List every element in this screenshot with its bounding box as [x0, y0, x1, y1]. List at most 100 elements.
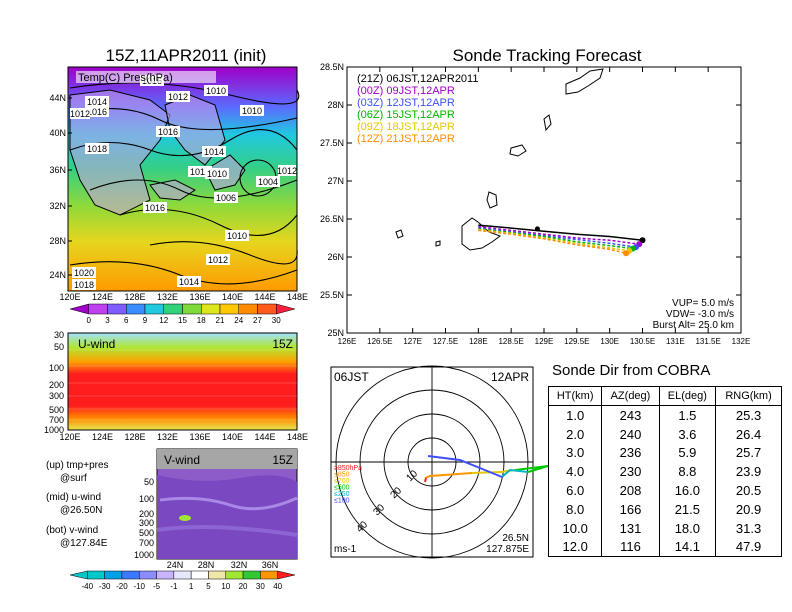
u-wind-lon-axis: 120E 124E 128E 132E 136E 140E 144E 148E	[59, 432, 308, 442]
lon-tick-label: 148E	[287, 432, 308, 442]
table-cell: 230	[601, 462, 660, 482]
lon-tick-label: 140E	[222, 292, 243, 302]
pressure-tick-label: 200	[139, 509, 154, 519]
colorbar-swatch	[277, 570, 296, 580]
pressure-tick-label: 50	[54, 342, 64, 352]
lon-tick-label: 136E	[189, 432, 210, 442]
table-cell: 131	[601, 518, 660, 538]
col-header-rng: RNG(km)	[715, 386, 782, 406]
table-row: 8.0 166 21.5 20.9	[547, 499, 782, 519]
table-cell: 1.0	[547, 405, 603, 425]
colorbar-tick-label: 15	[178, 316, 187, 325]
col-header-az: AZ(deg)	[601, 386, 660, 406]
table-row: 4.0 230 8.8 23.9	[547, 462, 782, 482]
colorbar-swatch	[260, 570, 278, 580]
colorbar-swatch	[219, 303, 239, 315]
note-mid: (mid) u-wind	[46, 492, 101, 503]
colorbar-tick-label: -40	[82, 582, 94, 591]
colorbar-tick-label: 1	[189, 582, 194, 591]
isobar-label: 1012	[208, 255, 228, 265]
legend-entry: (12Z) 21JST,12APR	[357, 133, 455, 145]
colorbar-swatch	[257, 303, 277, 315]
legend-entry: (09Z) 18JST,12APR	[357, 121, 455, 133]
pressure-tick-label: 50	[144, 477, 154, 487]
colorbar-tick-label: 9	[143, 316, 148, 325]
colorbar-tick-label: 0	[87, 316, 92, 325]
table-cell: 243	[601, 405, 660, 425]
lon-tick-label: 131.5E	[695, 337, 720, 346]
table-cell: 23.9	[715, 462, 782, 482]
lon-tick-label: 148E	[287, 292, 308, 302]
lon-tick-label: 140E	[222, 432, 243, 442]
lat-tick-label: 28.5N	[320, 62, 344, 72]
table-cell: 20.9	[715, 499, 782, 519]
colorbar-swatch	[121, 570, 140, 580]
pressure-tick-label: 1000	[134, 550, 154, 560]
colorbar-swatch	[88, 303, 108, 315]
table-cell: 208	[601, 481, 660, 500]
v-wind-time: 15Z	[272, 453, 293, 467]
lon-tick-label: 131E	[666, 337, 685, 346]
colorbar-swatch	[276, 303, 296, 315]
temp-map-lat-axis: 44N 40N 36N 32N 28N 24N	[49, 93, 72, 280]
table-cell: 4.0	[547, 462, 603, 482]
table-row: 6.0 208 16.0 20.5	[547, 481, 782, 500]
v-wind-label: V-wind	[164, 453, 200, 467]
colorbar-swatch	[173, 570, 192, 580]
colorbar-tick-label: 24	[234, 316, 243, 325]
pressure-tick-label: 500	[139, 528, 154, 538]
lat-tick-label: 40N	[49, 128, 66, 138]
table-cell: 6.0	[547, 481, 603, 500]
colorbar-tick-label: -20	[116, 582, 128, 591]
isobar-label: 1010	[242, 106, 262, 116]
isobar-label: 1020	[74, 268, 94, 278]
polar-unit: ms-1	[334, 544, 357, 555]
note-bot: (bot) v-wind	[46, 525, 98, 536]
colorbar-tick-label: 30	[272, 316, 281, 325]
colorbar-swatch	[87, 570, 105, 580]
lat-tick-label: 28N	[49, 236, 66, 246]
track-line	[478, 227, 637, 248]
colorbar-tick-label: -1	[170, 582, 178, 591]
left-title: 15Z,11APR2011 (init)	[106, 46, 267, 65]
temp-colorbar: 0 3 6 9 12 15 18 21 24 27 30	[69, 303, 296, 325]
colorbar-swatch	[208, 570, 227, 580]
lon-tick-label: 124E	[92, 432, 113, 442]
isobar-label: 1012	[168, 92, 188, 102]
table-row: 10.0 131 18.0 31.3	[547, 518, 782, 538]
level-legend-entry: ≤850	[334, 472, 350, 479]
lat-tick-label: 24N	[49, 270, 66, 280]
colorbar-tick-label: -10	[133, 582, 145, 591]
dir-table-title: Sonde Dir from COBRA	[552, 362, 711, 379]
legend-entry: (06Z) 15JST,12APR	[357, 109, 455, 121]
table-cell: 47.9	[715, 537, 782, 558]
colorbar-swatch	[163, 303, 183, 315]
note-bot-level: @127.84E	[60, 538, 108, 549]
isobar-label: 1010	[207, 169, 227, 179]
info-vdw: VDW= -3.0 m/s	[666, 309, 734, 320]
temp-map-label: Temp(C) Pres(hPa)	[78, 72, 173, 84]
table-row: 1.0 243 1.5 25.3	[547, 405, 782, 425]
isobar-label: 1004	[258, 177, 278, 187]
u-wind-time: 15Z	[272, 337, 293, 351]
table-row: 3.0 236 5.9 25.7	[547, 443, 782, 463]
colorbar-tick-label: 30	[256, 582, 265, 591]
colorbar-swatch	[201, 303, 221, 315]
colorbar-swatch	[190, 570, 209, 580]
legend-entry: (21Z) 06JST,12APR2011	[357, 73, 478, 85]
table-cell: 116	[601, 537, 660, 558]
temp-map-lon-axis: 120E 124E 128E 132E 136E 140E 144E 148E	[59, 292, 308, 302]
table-cell: 25.7	[715, 443, 782, 463]
colorbar-tick-label: 12	[159, 316, 168, 325]
colorbar-swatch	[107, 303, 127, 315]
table-cell: 3.0	[547, 443, 603, 463]
table-row: 12.0 116 14.1 47.9	[547, 537, 782, 558]
lat-tick-label: 25N	[327, 328, 344, 338]
colorbar-swatch	[242, 570, 261, 580]
pressure-tick-label: 100	[139, 494, 154, 504]
isobar-label: 1016	[158, 127, 178, 137]
